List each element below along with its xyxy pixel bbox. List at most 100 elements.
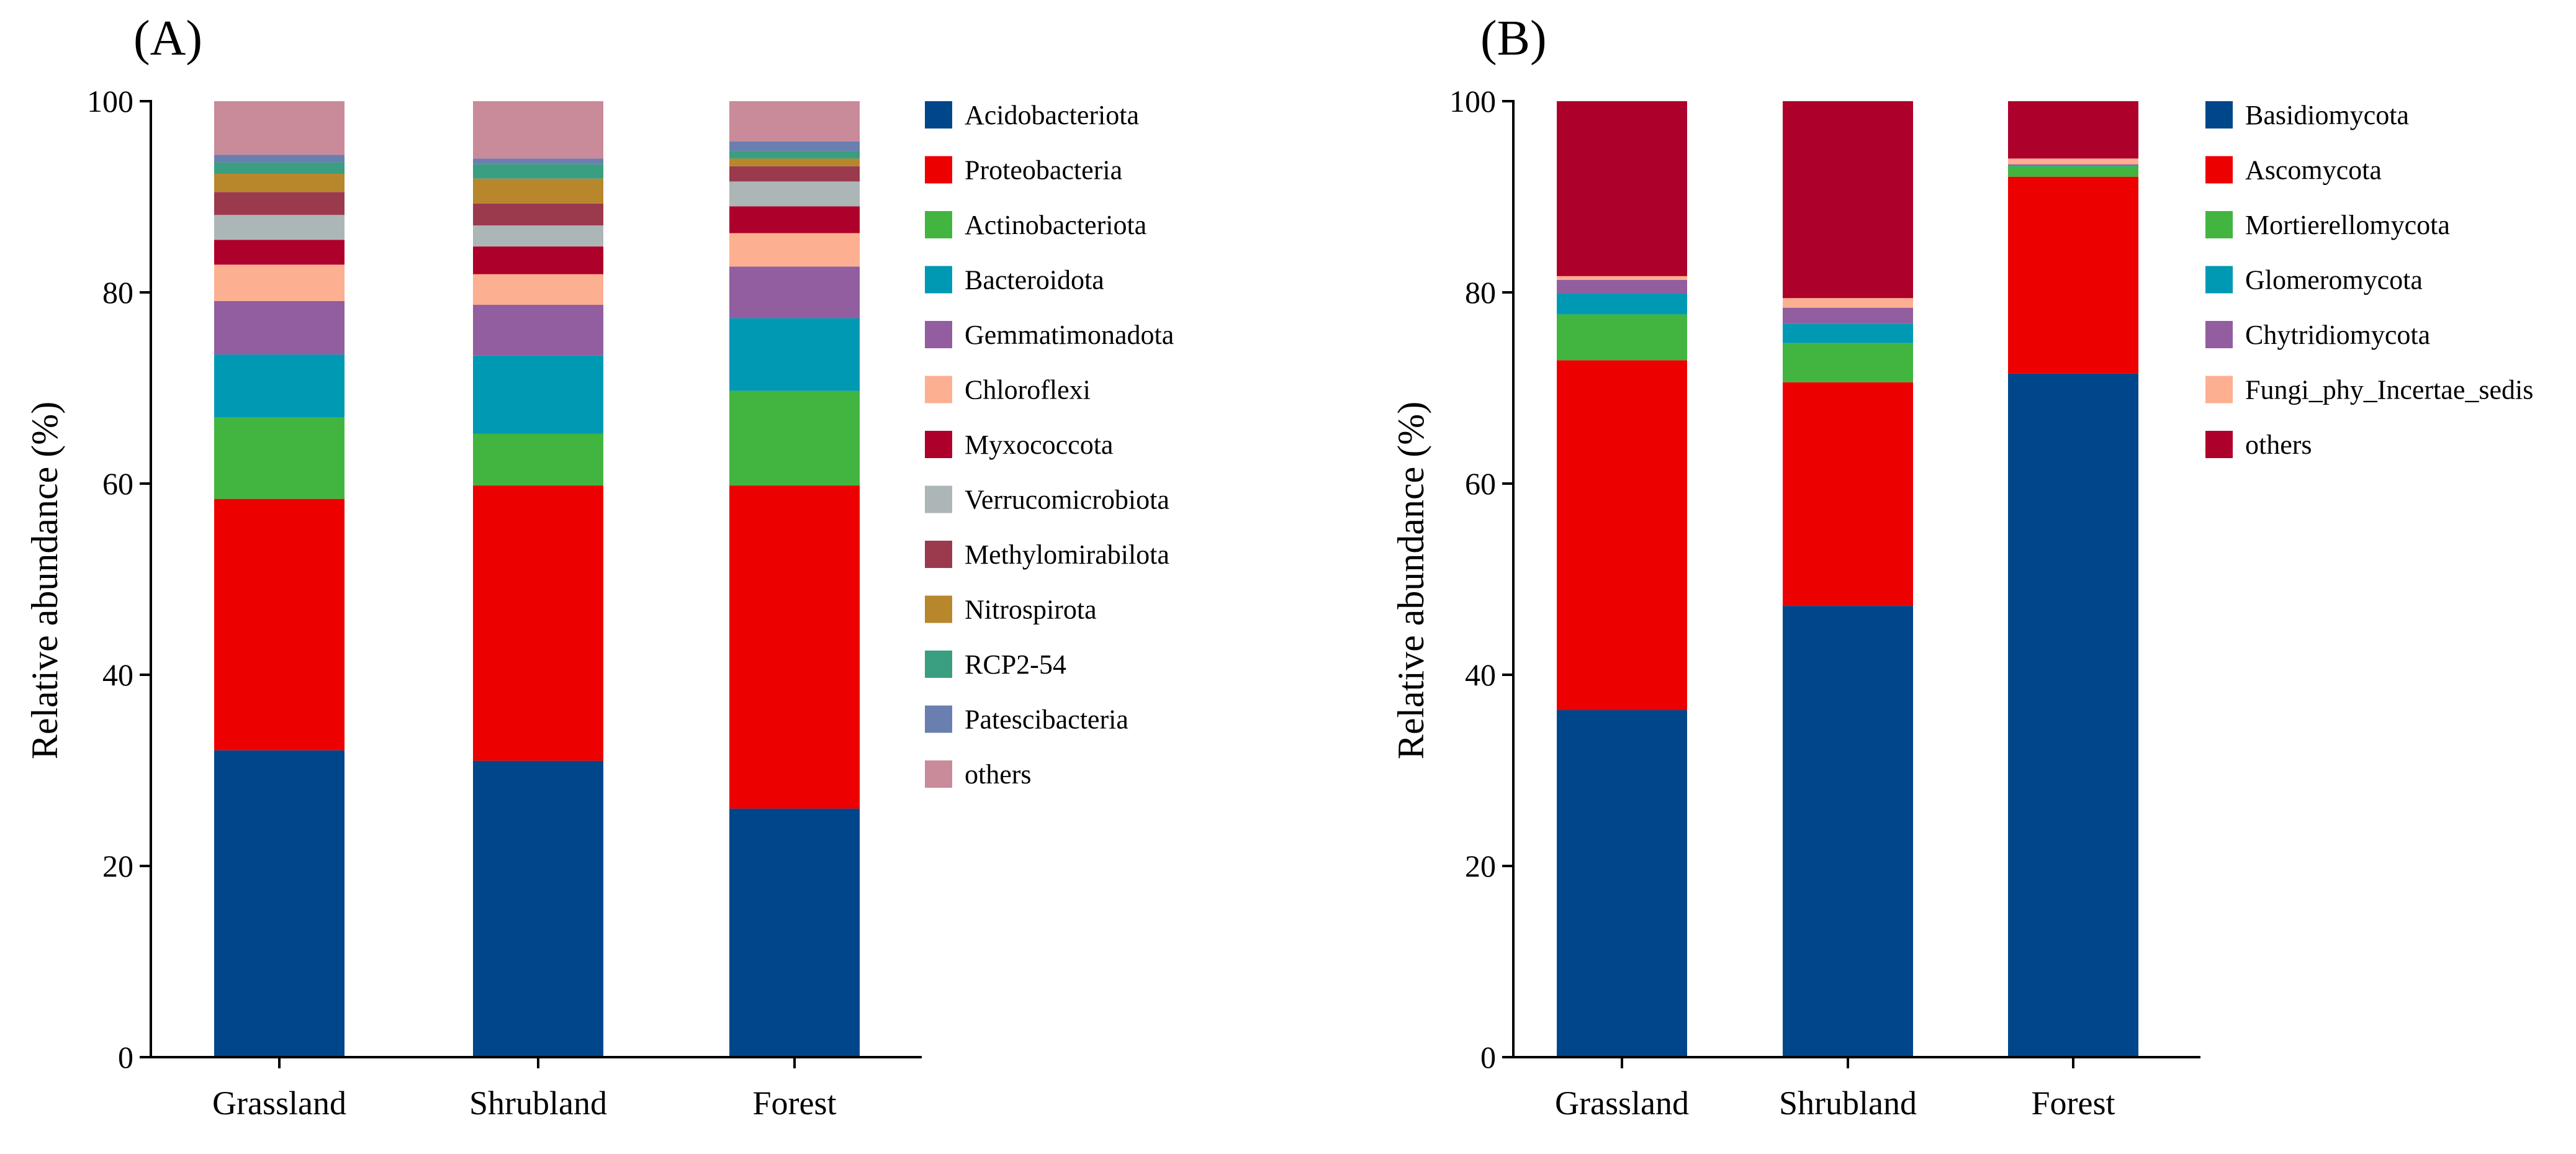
- bar-segment-forest-others-a: [729, 101, 860, 142]
- x-tick-label-forest-b: Forest: [2032, 1084, 2115, 1122]
- legend-label-proteobacteria-a: Proteobacteria: [965, 155, 1122, 186]
- bar-segment-grassland-chytridiomycota-b: [1557, 279, 1687, 294]
- bar-segment-shrubland-methylomirabilota-a: [473, 203, 603, 226]
- bar-segment-forest-actinobacteriota-a: [729, 390, 860, 486]
- legend-swatch-mortierellomycota-b: [2205, 211, 2233, 238]
- bar-segment-forest-patescibacteria-a: [729, 141, 860, 151]
- bar-segment-shrubland-others-b: [1783, 101, 1913, 299]
- bar-segment-shrubland-rcp2-54-a: [473, 164, 603, 179]
- bar-segment-forest-proteobacteria-a: [729, 485, 860, 809]
- panel-b-fungal-chart: (B) Relative abundance (%) 0 20 40 60 80 100 G…: [1390, 11, 2533, 1122]
- legend-swatch-ascomycota-b: [2205, 156, 2233, 184]
- y-tick-label-20-b: 20: [1465, 849, 1496, 883]
- legend-label-glomeromycota-b: Glomeromycota: [2245, 265, 2423, 295]
- y-tick-label-0-b: 0: [1480, 1040, 1496, 1075]
- y-axis-title-a: Relative abundance (%): [24, 402, 65, 759]
- bar-segment-grassland-myxococcota-a: [214, 240, 345, 265]
- legend-swatch-actinobacteriota-a: [925, 211, 952, 238]
- y-tick-label-40-b: 40: [1465, 657, 1496, 692]
- y-tick-label-100-b: 100: [1449, 84, 1496, 119]
- x-tick-label-shrubland-a: Shrubland: [469, 1084, 607, 1122]
- y-tick-label-80-b: 80: [1465, 275, 1496, 310]
- legend-swatch-basidiomycota-b: [2205, 101, 2233, 128]
- bar-segment-forest-chytridiomycota-b: [2008, 164, 2138, 166]
- legend-swatch-proteobacteria-a: [925, 156, 952, 184]
- bar-segment-grassland-mortierellomycota-b: [1557, 314, 1687, 361]
- legend-label-acidobacteriota-a: Acidobacteriota: [965, 100, 1139, 130]
- legend-label-fungi-phy-incertae-sedis-b: Fungi_phy_Incertae_sedis: [2245, 375, 2533, 405]
- bar-segment-grassland-proteobacteria-a: [214, 498, 345, 751]
- x-tick-label-shrubland-b: Shrubland: [1779, 1084, 1917, 1122]
- bar-segment-shrubland-bacteroidota-a: [473, 355, 603, 434]
- bar-segment-shrubland-ascomycota-b: [1783, 382, 1913, 606]
- bar-segment-forest-ascomycota-b: [2008, 176, 2138, 374]
- bar-segment-shrubland-myxococcota-a: [473, 246, 603, 274]
- legend-swatch-verrucomicrobiota-a: [925, 485, 952, 513]
- bar-segment-forest-acidobacteriota-a: [729, 808, 860, 1057]
- legend-swatch-others-a: [925, 760, 952, 788]
- bar-segment-shrubland-proteobacteria-a: [473, 485, 603, 761]
- bar-segment-grassland-fungi-phy-incertae-sedis-b: [1557, 276, 1687, 280]
- legend-swatch-rcp2-54-a: [925, 651, 952, 678]
- y-tick-label-60-a: 60: [102, 466, 133, 501]
- legend-swatch-glomeromycota-b: [2205, 266, 2233, 294]
- bar-segment-grassland-methylomirabilota-a: [214, 192, 345, 215]
- bar-segment-shrubland-glomeromycota-b: [1783, 323, 1913, 343]
- y-axis-title-b: Relative abundance (%): [1390, 402, 1431, 759]
- bar-segment-grassland-rcp2-54-a: [214, 162, 345, 174]
- legend-label-myxococcota-a: Myxococcota: [965, 430, 1113, 460]
- legend-label-chloroflexi-a: Chloroflexi: [965, 375, 1091, 405]
- bar-segment-forest-gemmatimonadota-a: [729, 266, 860, 318]
- legend-label-others-a: others: [965, 759, 1032, 790]
- bar-segment-shrubland-chloroflexi-a: [473, 274, 603, 305]
- legend-swatch-patescibacteria-a: [925, 705, 952, 733]
- bar-segment-shrubland-basidiomycota-b: [1783, 606, 1913, 1057]
- bar-segment-shrubland-mortierellomycota-b: [1783, 343, 1913, 382]
- bar-segment-shrubland-actinobacteriota-a: [473, 433, 603, 486]
- y-tick-label-0-a: 0: [118, 1040, 133, 1075]
- y-tick-label-100-a: 100: [87, 84, 133, 119]
- legend-label-mortierellomycota-b: Mortierellomycota: [2245, 210, 2450, 240]
- bar-segment-grassland-gemmatimonadota-a: [214, 300, 345, 355]
- y-tick-label-80-a: 80: [102, 275, 133, 310]
- bar-segment-forest-nitrospirota-a: [729, 158, 860, 166]
- legend-swatch-chloroflexi-a: [925, 376, 952, 403]
- legend-label-bacteroidota-a: Bacteroidota: [965, 265, 1104, 295]
- y-tick-label-20-a: 20: [102, 849, 133, 883]
- panel-label-b: (B): [1480, 11, 1547, 66]
- legend-swatch-gemmatimonadota-a: [925, 321, 952, 348]
- y-tick-label-60-b: 60: [1465, 466, 1496, 501]
- bar-segment-grassland-others-b: [1557, 101, 1687, 276]
- legend-swatch-fungi-phy-incertae-sedis-b: [2205, 376, 2233, 403]
- panel-a-bacterial-chart: (A) Relative abundance (%) 0 20 40 60 80 100 G…: [24, 11, 1174, 1122]
- legend-swatch-others-b: [2205, 431, 2233, 458]
- bar-segment-grassland-chloroflexi-a: [214, 264, 345, 301]
- bar-segment-grassland-ascomycota-b: [1557, 360, 1687, 710]
- bar-segment-forest-myxococcota-a: [729, 206, 860, 233]
- bar-segment-forest-verrucomicrobiota-a: [729, 181, 860, 207]
- bar-segment-grassland-actinobacteriota-a: [214, 417, 345, 499]
- bar-segment-shrubland-patescibacteria-a: [473, 158, 603, 165]
- legend-label-basidiomycota-b: Basidiomycota: [2245, 100, 2409, 130]
- legend-swatch-bacteroidota-a: [925, 266, 952, 294]
- bar-segment-grassland-basidiomycota-b: [1557, 710, 1687, 1057]
- bar-segment-shrubland-verrucomicrobiota-a: [473, 225, 603, 247]
- bar-segment-grassland-patescibacteria-a: [214, 155, 345, 163]
- x-tick-label-grassland-a: Grassland: [212, 1084, 346, 1122]
- legend-label-actinobacteriota-a: Actinobacteriota: [965, 210, 1146, 240]
- bar-segment-forest-rcp2-54-a: [729, 151, 860, 159]
- bar-segment-forest-methylomirabilota-a: [729, 166, 860, 182]
- x-tick-label-grassland-b: Grassland: [1555, 1084, 1689, 1122]
- bar-segment-forest-others-b: [2008, 101, 2138, 159]
- bar-segment-shrubland-fungi-phy-incertae-sedis-b: [1783, 298, 1913, 308]
- bar-segment-shrubland-others-a: [473, 101, 603, 159]
- bar-segment-forest-mortierellomycota-b: [2008, 166, 2138, 177]
- x-tick-label-forest-a: Forest: [753, 1084, 837, 1122]
- bar-segment-shrubland-chytridiomycota-b: [1783, 307, 1913, 324]
- legend-label-others-b: others: [2245, 430, 2312, 460]
- bar-segment-shrubland-acidobacteriota-a: [473, 760, 603, 1057]
- legend-label-ascomycota-b: Ascomycota: [2245, 155, 2382, 186]
- legend-label-methylomirabilota-a: Methylomirabilota: [965, 539, 1169, 570]
- bar-segment-forest-basidiomycota-b: [2008, 373, 2138, 1057]
